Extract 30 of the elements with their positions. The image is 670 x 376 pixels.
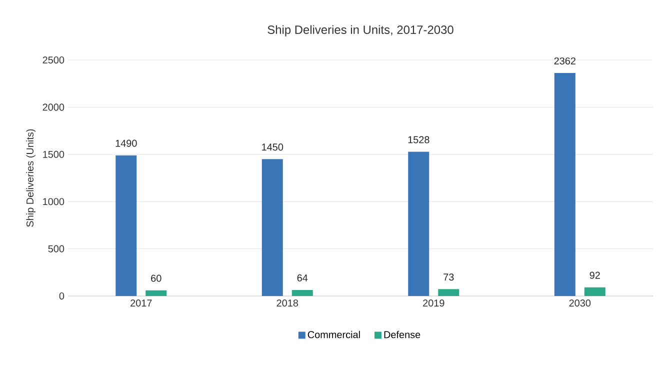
bar — [292, 290, 313, 296]
data-label: 73 — [444, 274, 454, 281]
data-label: 1450 — [262, 144, 284, 151]
data-label: 64 — [297, 274, 308, 282]
x-tick-label: 2019 — [423, 300, 444, 307]
y-tick-label: 2500 — [42, 56, 64, 64]
bar — [146, 290, 167, 296]
y-tick-label: 1000 — [43, 198, 64, 206]
data-label: 1528 — [408, 136, 430, 144]
bar — [262, 159, 283, 296]
bar — [408, 152, 430, 296]
bar — [584, 287, 606, 296]
y-tick-label: 1500 — [43, 150, 64, 158]
data-label: 2362 — [554, 57, 576, 64]
data-label: 92 — [590, 272, 600, 279]
bar — [116, 155, 137, 296]
chart-title: Ship Deliveries in Units, 2017-2030 — [268, 25, 454, 36]
y-axis-title: Ship Deliveries (Units) — [26, 129, 36, 227]
y-tick-label: 500 — [48, 245, 64, 252]
y-tick-label: 2000 — [42, 104, 64, 111]
legend-label: Defense — [384, 330, 420, 338]
bar — [554, 73, 576, 296]
x-tick-label: 2018 — [276, 300, 298, 307]
y-tick-label: 0 — [59, 292, 64, 300]
data-label: 60 — [151, 274, 162, 282]
bar — [438, 289, 460, 296]
data-label: 1490 — [116, 140, 137, 147]
x-tick-label: 2017 — [130, 300, 152, 307]
legend-label: Commercial — [308, 330, 360, 338]
x-tick-label: 2030 — [569, 300, 591, 307]
